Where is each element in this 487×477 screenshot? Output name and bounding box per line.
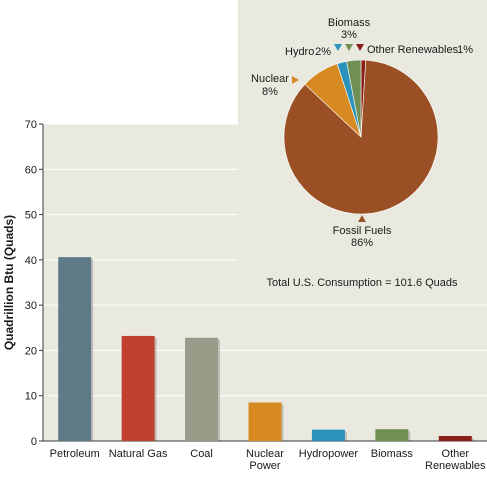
- bar: [375, 429, 409, 441]
- x-tick-label: Power: [249, 460, 281, 472]
- x-tick-label: Renewables: [425, 460, 486, 472]
- bar-shadow: [154, 337, 157, 441]
- pie-label-marker: [356, 44, 364, 51]
- pie-label-marker: [345, 44, 353, 51]
- y-axis-title: Quadrillion Btu (Quads): [2, 215, 16, 350]
- y-tick-label: 70: [25, 119, 37, 131]
- pie-value-fossil-fuels: 86%: [351, 237, 373, 249]
- bar-shadow: [344, 431, 347, 441]
- y-tick-label: 30: [25, 300, 37, 312]
- bar: [58, 257, 92, 441]
- bar: [185, 337, 219, 441]
- pie-value-biomass: 3%: [341, 29, 357, 41]
- pie-label-marker: [292, 76, 299, 84]
- x-tick-label: Biomass: [371, 448, 414, 460]
- pie-value-other-renewables: 1%: [457, 44, 473, 56]
- x-tick-label: Nuclear: [246, 448, 284, 460]
- x-tick-label: Coal: [190, 448, 213, 460]
- pie-label-marker: [334, 44, 342, 51]
- y-tick-label: 40: [25, 255, 37, 267]
- y-tick-label: 10: [25, 391, 37, 403]
- bar: [248, 402, 282, 441]
- bar-shadow: [218, 339, 221, 441]
- x-tick-label: Hydropower: [299, 448, 359, 460]
- bar: [311, 429, 345, 441]
- pie-label-other-renewables: Other Renewables: [367, 44, 459, 56]
- x-tick-label: Other: [442, 448, 470, 460]
- bar-shadow: [471, 438, 474, 441]
- bar-shadow: [91, 259, 94, 441]
- x-tick-label: Petroleum: [50, 448, 100, 460]
- y-tick-label: 20: [25, 345, 37, 357]
- pie-label-fossil-fuels: Fossil Fuels: [333, 225, 392, 237]
- pie-label-biomass: Biomass: [328, 17, 371, 29]
- pie-label-marker: [358, 215, 366, 222]
- pie-label-nuclear: Nuclear: [251, 73, 289, 85]
- y-tick-label: 50: [25, 210, 37, 222]
- pie-slice: [346, 59, 362, 138]
- pie-value-hydro: 2%: [315, 46, 331, 58]
- bar-shadow: [408, 431, 411, 441]
- bar-shadow: [281, 404, 284, 441]
- x-tick-label: Natural Gas: [109, 448, 168, 460]
- y-tick-label: 0: [31, 436, 37, 448]
- pie-label-hydro: Hydro: [285, 46, 314, 58]
- y-tick-label: 60: [25, 164, 37, 176]
- total-consumption-annotation: Total U.S. Consumption = 101.6 Quads: [266, 277, 458, 289]
- pie-value-nuclear: 8%: [262, 86, 278, 98]
- bar: [438, 436, 472, 441]
- bar: [121, 335, 155, 441]
